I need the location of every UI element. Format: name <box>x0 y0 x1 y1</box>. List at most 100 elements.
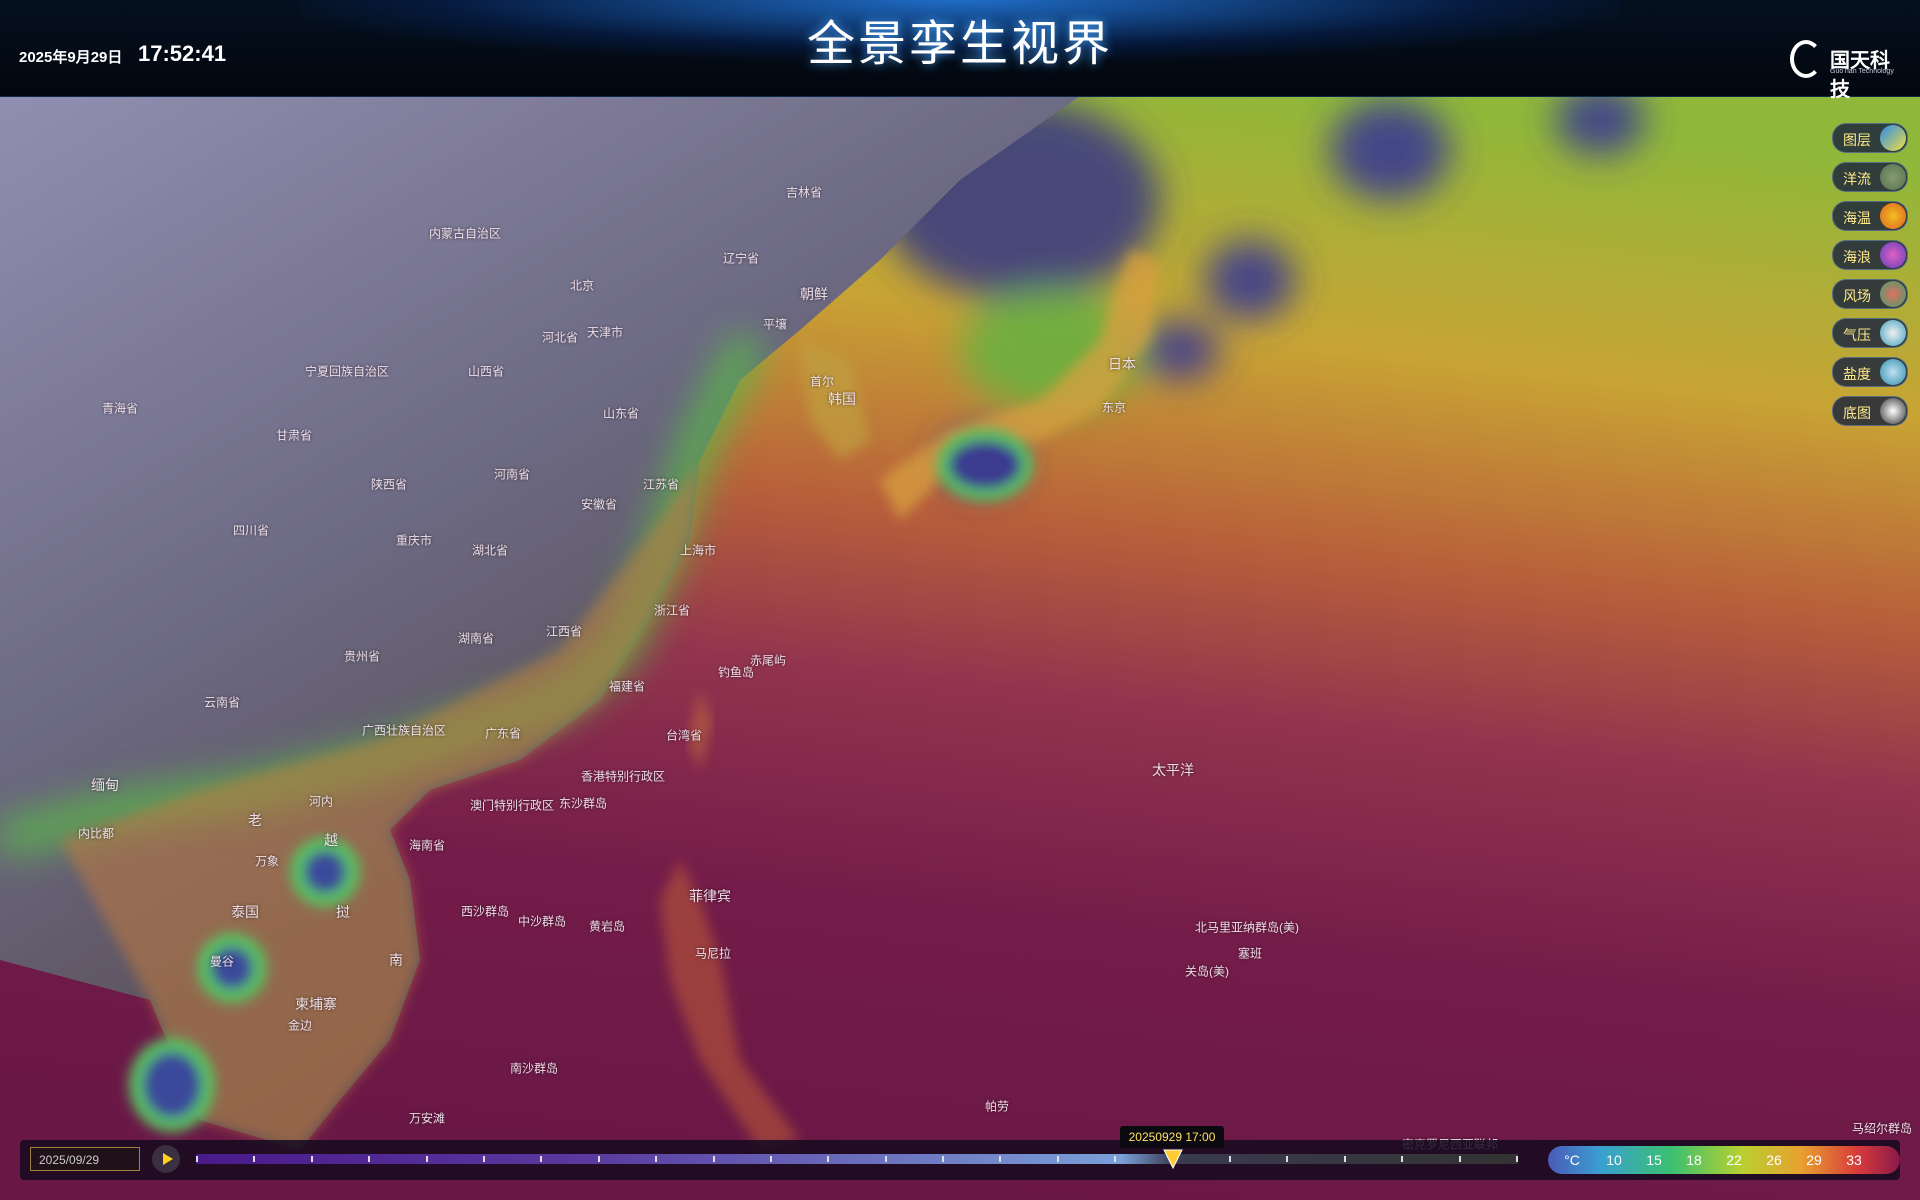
map-label: 内比都 <box>77 826 115 841</box>
map-label: 山西省 <box>467 364 505 379</box>
map-label: 河南省 <box>493 467 531 482</box>
map-label: 甘肃省 <box>275 428 313 443</box>
map-label: 挝 <box>336 904 350 920</box>
timeline-tick <box>540 1156 543 1162</box>
map-label: 山东省 <box>602 406 640 421</box>
legend-value: 33 <box>1846 1152 1862 1168</box>
timeline-tick <box>1229 1156 1232 1162</box>
map-label: 曼谷 <box>209 954 235 969</box>
timeline-tick <box>196 1156 198 1162</box>
timeline-tick <box>253 1156 256 1162</box>
map-label: 马尼拉 <box>694 946 732 961</box>
timeline-tick <box>827 1156 830 1162</box>
layer-button[interactable]: 气压 <box>1832 318 1908 348</box>
layer-icon <box>1880 320 1906 346</box>
map-label: 泰国 <box>231 904 259 920</box>
header: 全景孪生视界 2025年9月29日 17:52:41 国天科技 GuoTian … <box>0 0 1920 101</box>
timeline-tick <box>1114 1156 1117 1162</box>
timeline-tick <box>655 1156 658 1162</box>
timeline-tick <box>425 1156 428 1162</box>
map-label: 河内 <box>308 794 334 809</box>
play-button[interactable] <box>152 1145 180 1173</box>
time: 17:52:41 <box>138 41 227 66</box>
layer-button[interactable]: 风场 <box>1832 279 1908 309</box>
map-label: 首尔 <box>809 374 835 389</box>
timeline-tick <box>482 1156 485 1162</box>
map-label: 西沙群岛 <box>460 904 510 919</box>
timeline-tick <box>999 1156 1002 1162</box>
map-label: 东沙群岛 <box>558 796 608 811</box>
map-label: 缅甸 <box>91 777 119 793</box>
map-label: 河北省 <box>541 330 579 345</box>
layer-label: 洋流 <box>1843 171 1871 187</box>
map-label: 菲律宾 <box>689 888 731 904</box>
map-label: 云南省 <box>203 695 241 710</box>
timeline-tick <box>1401 1156 1404 1162</box>
layer-button[interactable]: 底图 <box>1832 396 1908 426</box>
map-label: 万象 <box>254 854 280 869</box>
timeline-handle[interactable] <box>1162 1148 1184 1170</box>
date: 2025年9月29日 <box>19 49 123 66</box>
legend-value: 10 <box>1606 1152 1622 1168</box>
timeline-tick <box>1286 1156 1289 1162</box>
map-label: 香港特别行政区 <box>580 769 666 784</box>
header-glow <box>300 0 1620 60</box>
layer-icon <box>1880 242 1906 268</box>
layer-label: 底图 <box>1843 405 1871 421</box>
map-label: 赤尾屿 <box>749 653 787 668</box>
layer-icon <box>1880 281 1906 307</box>
map-label: 辽宁省 <box>722 251 760 266</box>
play-icon <box>163 1153 173 1165</box>
layer-button[interactable]: 海浪 <box>1832 240 1908 270</box>
logo-sub: GuoTian Technology <box>1830 68 1894 75</box>
map-label: 贵州省 <box>343 649 381 664</box>
timeline-tick <box>1458 1156 1461 1162</box>
layer-icon <box>1880 125 1906 151</box>
timeline-tick <box>368 1156 371 1162</box>
map-label: 安徽省 <box>580 497 618 512</box>
map-label: 柬埔寨 <box>295 996 337 1012</box>
map-label: 北马里亚纳群岛(美) <box>1195 920 1299 935</box>
timeline-tick <box>942 1156 945 1162</box>
map-label: 韩国 <box>828 391 856 407</box>
map-label: 海南省 <box>408 838 446 853</box>
layer-button[interactable]: 盐度 <box>1832 357 1908 387</box>
map-label: 钓鱼岛 <box>717 665 755 680</box>
map-label: 太平洋 <box>1152 762 1194 778</box>
layer-button[interactable]: 图层 <box>1832 123 1908 153</box>
legend-value: 26 <box>1766 1152 1782 1168</box>
timeline-track[interactable] <box>196 1154 1518 1164</box>
map-label: 朝鲜 <box>800 286 828 302</box>
timeline-tick <box>884 1156 887 1162</box>
date-input[interactable]: 2025/09/29 <box>30 1147 140 1171</box>
map-label: 上海市 <box>679 543 717 558</box>
layer-label: 气压 <box>1843 327 1871 343</box>
layer-label: 盐度 <box>1843 366 1871 382</box>
map-label: 台湾省 <box>665 728 703 743</box>
map-label: 澳门特别行政区 <box>469 798 555 813</box>
timeline-tick <box>1343 1156 1346 1162</box>
layer-icon <box>1880 398 1906 424</box>
map-label: 重庆市 <box>395 533 433 548</box>
map-label: 湖南省 <box>457 631 495 646</box>
layer-label: 海浪 <box>1843 249 1871 265</box>
layer-button[interactable]: 洋流 <box>1832 162 1908 192</box>
map-label: 青海省 <box>101 401 139 416</box>
map-label: 湖北省 <box>471 543 509 558</box>
map-label: 平壤 <box>762 317 788 332</box>
logo-text: 国天科技 <box>1830 50 1890 101</box>
layer-button[interactable]: 海温 <box>1832 201 1908 231</box>
layer-label: 海温 <box>1843 210 1871 226</box>
map-label: 吉林省 <box>785 185 823 200</box>
legend-unit: °C <box>1564 1152 1580 1168</box>
map-label: 南沙群岛 <box>509 1061 559 1076</box>
map-label: 北京 <box>569 278 595 293</box>
map-label: 老 <box>248 812 262 828</box>
layer-icon <box>1880 359 1906 385</box>
map-label: 马绍尔群岛 <box>1851 1121 1913 1136</box>
layer-icon <box>1880 203 1906 229</box>
legend-value: 15 <box>1646 1152 1662 1168</box>
map-label: 江苏省 <box>642 477 680 492</box>
